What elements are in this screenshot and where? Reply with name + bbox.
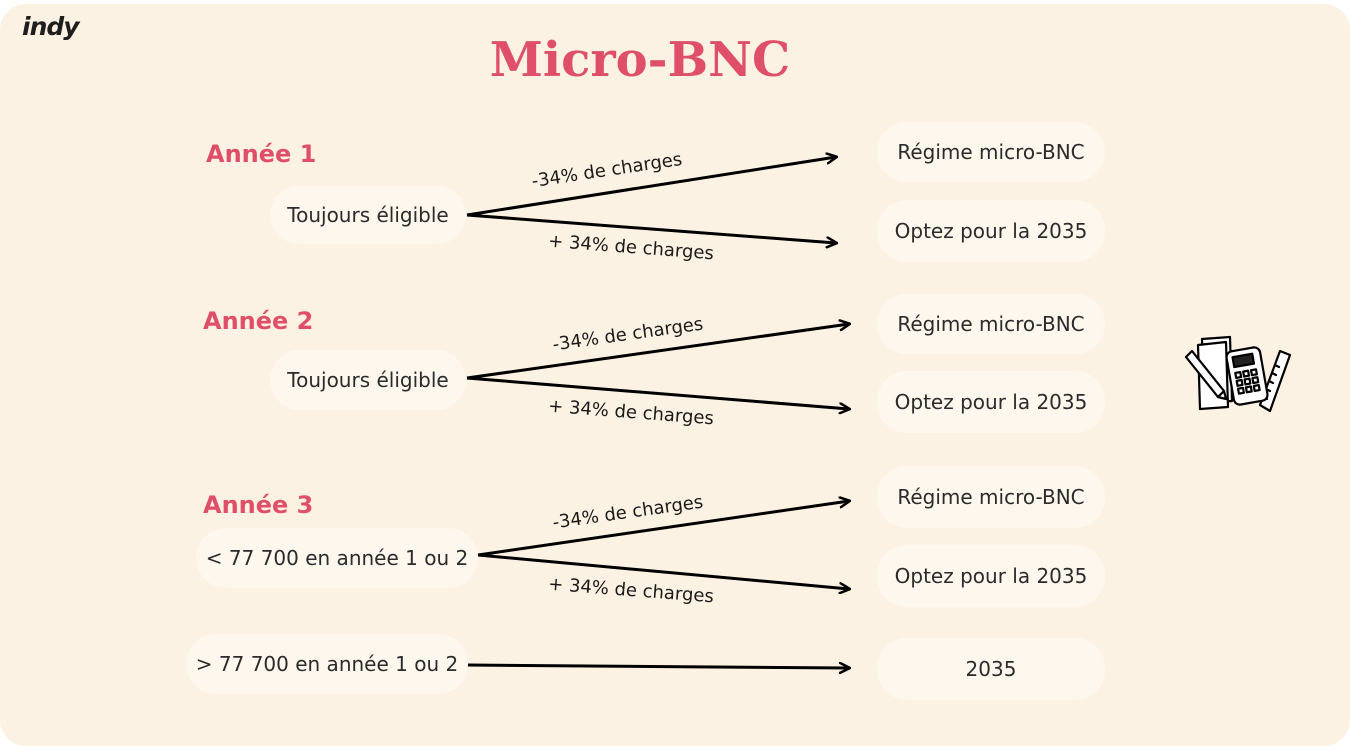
- indy-logo: indy: [22, 12, 80, 41]
- source-node-1: Toujours éligible: [270, 186, 466, 244]
- arrow-year3-up: [477, 501, 849, 557]
- target-node-3-down: Optez pour la 2035: [877, 545, 1105, 607]
- year-label-1: Année 1: [206, 140, 317, 168]
- arrow-year3-down: [477, 553, 849, 589]
- target-node-2-down: Optez pour la 2035: [877, 371, 1105, 433]
- arrow-year1-down: [466, 213, 836, 243]
- source-node-last: > 77 700 en année 1 ou 2: [186, 634, 468, 694]
- target-node-1-up: Régime micro-BNC: [877, 122, 1105, 182]
- diagram-card: [0, 4, 1350, 746]
- source-node-2: Toujours éligible: [270, 350, 466, 410]
- target-node-last: 2035: [877, 638, 1105, 700]
- calculator-stationery-icon: [1184, 335, 1292, 413]
- arrow-year2-up: [466, 324, 849, 380]
- source-node-3: < 77 700 en année 1 ou 2: [196, 528, 478, 588]
- year-label-3: Année 3: [203, 491, 314, 519]
- arrow-year1-up: [466, 157, 836, 217]
- year-label-2: Année 2: [203, 307, 314, 335]
- target-node-2-up: Régime micro-BNC: [877, 294, 1105, 354]
- arrow-last: [466, 665, 849, 668]
- arrow-year2-down: [466, 376, 849, 409]
- target-node-1-down: Optez pour la 2035: [877, 200, 1105, 262]
- page-title: Micro-BNC: [489, 32, 791, 88]
- target-node-3-up: Régime micro-BNC: [877, 466, 1105, 528]
